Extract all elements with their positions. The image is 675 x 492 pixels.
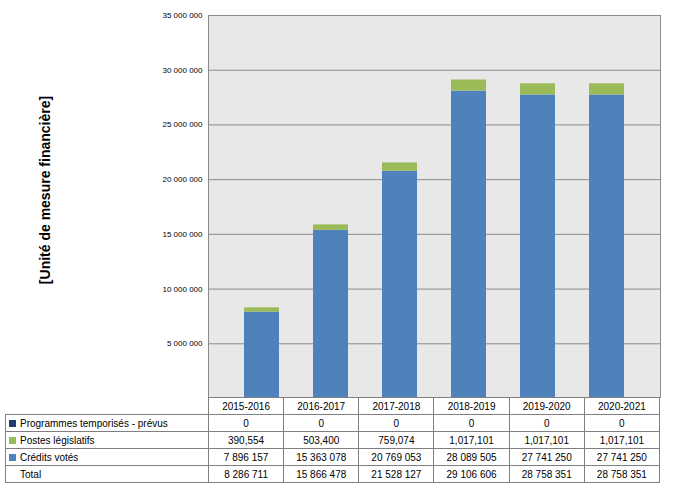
html-text:0: 0	[393, 417, 400, 429]
html-text:Crédits votés: Crédits votés	[20, 451, 79, 463]
html-text:27 741 250: 27 741 250	[596, 451, 647, 463]
html-text:15 866 478: 15 866 478	[296, 468, 347, 480]
html-text:7 896 157: 7 896 157	[223, 451, 269, 463]
html-text:0: 0	[543, 417, 550, 429]
svg-text:10 000 000: 10 000 000	[162, 285, 203, 294]
html-text:27 741 250: 27 741 250	[521, 451, 572, 463]
html-text:Programmes temporisés - prévus: Programmes temporisés - prévus	[20, 417, 168, 429]
svg-text:5 000 000: 5 000 000	[167, 339, 203, 348]
html-text:0: 0	[468, 417, 475, 429]
html-text:2015-2016: 2015-2016	[222, 400, 270, 412]
html-text:0: 0	[619, 417, 625, 429]
html-text:20 769 053: 20 769 053	[371, 451, 422, 463]
html-text:759,074: 759,074	[378, 434, 415, 446]
html-text:8 286 711: 8 286 711	[224, 468, 268, 480]
html-text:2020-2021: 2020-2021	[598, 400, 646, 412]
svg-text:35 000 000: 35 000 000	[162, 11, 203, 20]
html-text:28 758 351: 28 758 351	[521, 468, 572, 480]
html-text:1,017,101: 1,017,101	[599, 434, 645, 446]
html-text:2018-2019: 2018-2019	[447, 400, 496, 412]
html-text:2016-2017: 2016-2017	[297, 400, 346, 412]
html-text:28 089 505: 28 089 505	[446, 451, 497, 463]
html-text:2019-2020: 2019-2020	[522, 400, 571, 412]
html-text:Postes législatifs: Postes législatifs	[20, 434, 95, 446]
html-text:29 106 606: 29 106 606	[446, 468, 497, 480]
html-text:2017-2018: 2017-2018	[372, 400, 421, 412]
html-text:0: 0	[243, 417, 249, 429]
svg-text:15 000 000: 15 000 000	[162, 230, 203, 239]
svg-text:20 000 000: 20 000 000	[162, 175, 203, 184]
svg-text:25 000 000: 25 000 000	[162, 120, 203, 129]
html-text:21 528 127: 21 528 127	[371, 468, 422, 480]
html-text:503,400: 503,400	[303, 434, 340, 446]
html-text:28 758 351: 28 758 351	[596, 468, 647, 480]
html-text:390,554: 390,554	[228, 434, 265, 446]
html-text:[Unité de mesure financière]: [Unité de mesure financière]	[37, 95, 53, 285]
html-text:1,017,101: 1,017,101	[524, 434, 569, 446]
html-text:0: 0	[318, 417, 324, 429]
html-text:Total: Total	[20, 468, 42, 480]
html-text:15 363 078: 15 363 078	[296, 451, 347, 463]
html-text:1,017,101: 1,017,101	[449, 434, 494, 446]
svg-text:30 000 000: 30 000 000	[162, 66, 203, 75]
